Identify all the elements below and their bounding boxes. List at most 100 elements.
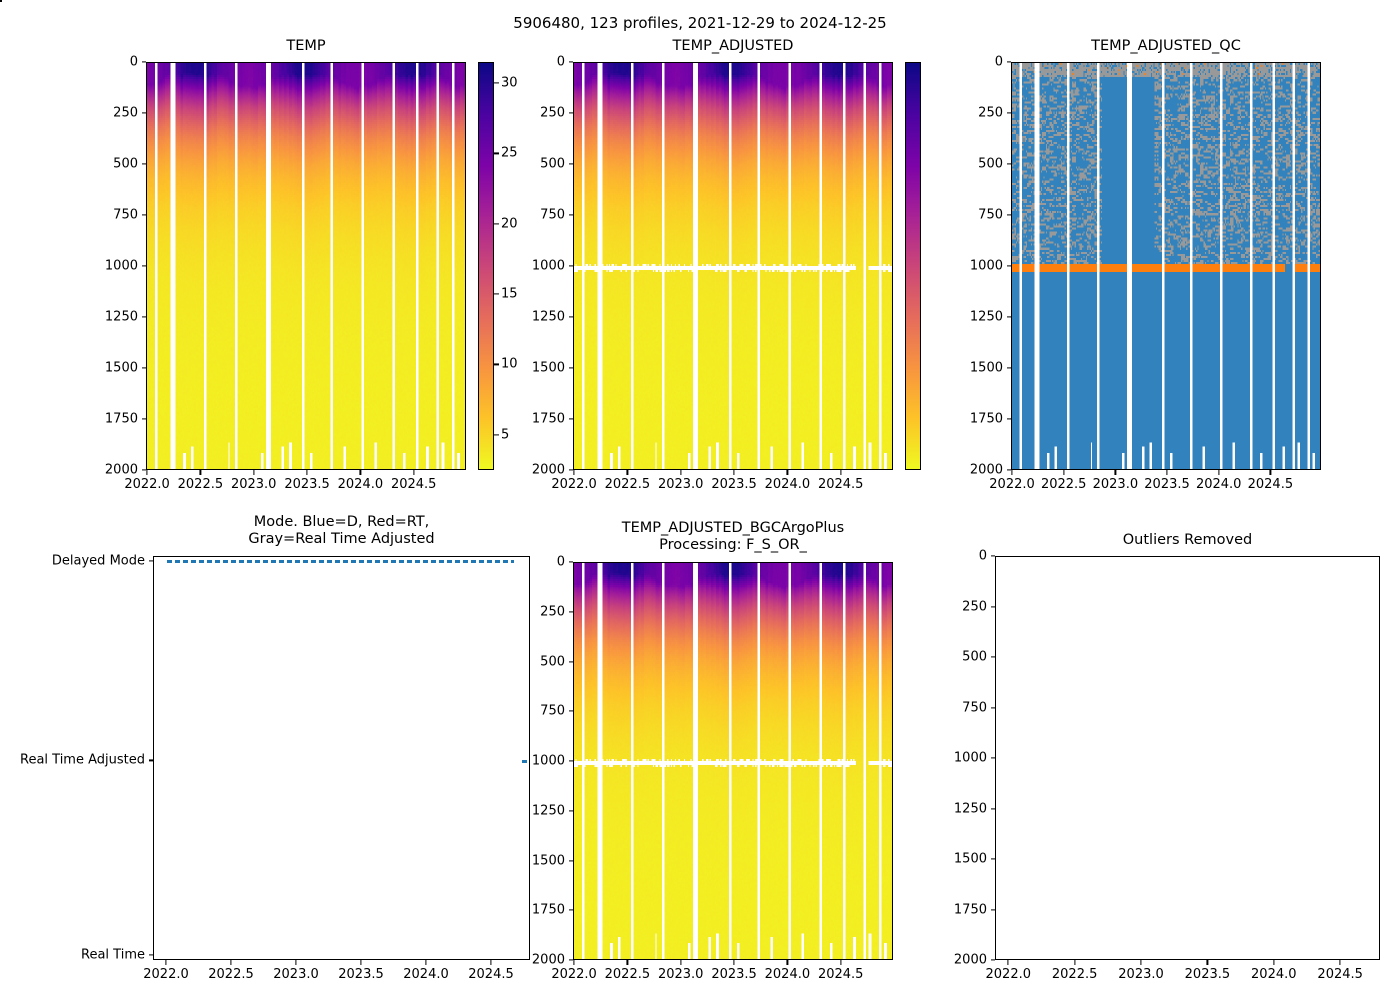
- temp-colorbar[interactable]: [478, 62, 494, 470]
- axis-tick-mark: [141, 265, 146, 267]
- axis-tick-label: 2023.5: [338, 967, 384, 982]
- axis-tick-label: 2024.0: [403, 967, 449, 982]
- colorbar-tick-mark: [494, 363, 499, 366]
- axis-tick-mark: [199, 470, 201, 475]
- axis-tick-mark: [573, 470, 575, 475]
- axis-tick-mark: [1074, 960, 1076, 965]
- axis-tick-mark: [141, 469, 146, 471]
- axis-tick-label: 0: [129, 54, 138, 70]
- axis-tick-mark: [1114, 470, 1116, 475]
- axis-tick-label: 2022.0: [551, 477, 597, 492]
- axis-tick-mark: [1006, 418, 1011, 420]
- axis-tick-label: 1750: [969, 411, 1003, 427]
- axis-tick-mark: [413, 470, 415, 475]
- axis-tick-mark: [1006, 112, 1011, 114]
- temp-adjusted-heatmap-axes[interactable]: [573, 62, 893, 470]
- bgc-heatmap-axes[interactable]: [573, 562, 893, 960]
- axis-tick-mark: [1339, 960, 1341, 965]
- axis-tick-mark: [1007, 960, 1009, 965]
- panel-mode-title-line1: Mode. Blue=D, Red=RT,: [253, 514, 430, 530]
- axis-tick-mark: [1006, 61, 1011, 63]
- axis-tick-mark: [1206, 960, 1208, 965]
- axis-tick-label: 250: [962, 599, 987, 614]
- axis-tick-label: 2023.0: [657, 477, 704, 492]
- axis-tick-label: 2024.0: [337, 477, 384, 492]
- axis-tick-label: 2022.5: [208, 967, 254, 982]
- axis-tick-label: 250: [113, 105, 138, 121]
- axis-tick-label: 2000: [953, 952, 987, 968]
- mode-axes[interactable]: [153, 556, 530, 960]
- axis-tick-label: 250: [978, 105, 1003, 121]
- axis-tick-label: 750: [540, 207, 565, 223]
- axis-tick-mark: [1140, 960, 1142, 965]
- axis-tick-mark: [786, 470, 788, 475]
- axis-tick-mark: [568, 909, 573, 911]
- axis-tick-mark: [990, 757, 995, 759]
- temp-adjusted-colorbar[interactable]: [905, 62, 921, 470]
- axis-tick-label: 1500: [969, 360, 1003, 376]
- colorbar-tick-mark: [494, 223, 499, 225]
- axis-tick-mark: [568, 561, 573, 563]
- axis-tick-mark: [490, 960, 492, 965]
- axis-tick-mark: [733, 960, 735, 965]
- axis-tick-label: 750: [978, 207, 1003, 223]
- axis-tick-mark: [146, 470, 148, 475]
- axis-tick-label: 250: [540, 105, 565, 121]
- axis-tick-mark: [1006, 214, 1011, 216]
- axis-tick-mark: [141, 418, 146, 420]
- axis-tick-mark: [165, 960, 167, 965]
- axis-tick-label: 1500: [531, 360, 565, 376]
- axis-tick-label: 2024.0: [1251, 967, 1297, 982]
- axis-tick-label: 1250: [104, 309, 138, 325]
- temp-heatmap-axes[interactable]: [146, 62, 466, 470]
- colorbar-tick-label: 10: [501, 356, 518, 372]
- axis-tick-label: 1500: [953, 851, 987, 867]
- figure-suptitle: 5906480, 123 profiles, 2021-12-29 to 202…: [513, 14, 887, 32]
- colorbar-tick-label: 30: [501, 75, 518, 91]
- axis-tick-mark: [786, 960, 788, 965]
- temp-adjusted-heatmap: [574, 63, 892, 469]
- panel-temp-adjusted-qc-title: TEMP_ADJUSTED_QC: [1091, 38, 1241, 54]
- axis-tick-mark: [1218, 470, 1220, 475]
- bgc-heatmap: [574, 563, 892, 959]
- axis-tick-mark: [568, 316, 573, 318]
- colorbar-tick-label: 25: [501, 145, 518, 161]
- axis-tick-mark: [141, 214, 146, 216]
- outliers-removed-axes[interactable]: [995, 556, 1380, 960]
- axis-tick-mark: [990, 555, 995, 557]
- axis-tick-label: 1750: [531, 411, 565, 427]
- bgc-colorbar[interactable]: [0, 0, 2, 2]
- axis-tick-label: 2022.5: [1040, 477, 1087, 492]
- axis-tick-label: 1250: [953, 801, 987, 816]
- axis-tick-label: 2024.5: [817, 477, 864, 492]
- axis-tick-mark: [1006, 316, 1011, 318]
- axis-tick-mark: [568, 710, 573, 712]
- axis-tick-mark: [306, 470, 308, 475]
- temp-heatmap: [147, 63, 465, 469]
- colorbar-tick-label: 20: [501, 216, 518, 232]
- axis-tick-label: 2024.0: [764, 967, 811, 982]
- axis-tick-label: 2024.0: [1195, 477, 1242, 492]
- axis-tick-label: 1000: [969, 258, 1003, 274]
- axis-tick-mark: [1006, 163, 1011, 165]
- axis-tick-mark: [141, 61, 146, 63]
- axis-tick-label: 2000: [104, 462, 138, 478]
- axis-tick-mark: [626, 960, 628, 965]
- axis-tick-label: 2024.5: [1317, 967, 1363, 982]
- axis-tick-mark: [990, 807, 995, 810]
- axis-tick-label: 1250: [531, 803, 565, 819]
- axis-tick-label: 1000: [531, 258, 565, 274]
- axis-tick-label: 2022.5: [604, 477, 651, 492]
- axis-tick-mark: [1063, 470, 1065, 475]
- axis-tick-mark: [840, 470, 842, 475]
- axis-tick-mark: [568, 760, 573, 762]
- axis-tick-label: 750: [113, 207, 138, 223]
- temp-adjusted-qc-heatmap-axes[interactable]: [1011, 62, 1321, 470]
- axis-tick-mark: [568, 61, 573, 63]
- axis-tick-label: 2024.5: [390, 477, 437, 492]
- axis-tick-label: 2022.0: [124, 477, 170, 492]
- panel-bgc-title-line1: TEMP_ADJUSTED_BGCArgoPlus: [621, 520, 845, 536]
- axis-tick-label: 0: [556, 54, 565, 70]
- axis-tick-mark: [990, 908, 995, 911]
- axis-tick-mark: [680, 470, 682, 475]
